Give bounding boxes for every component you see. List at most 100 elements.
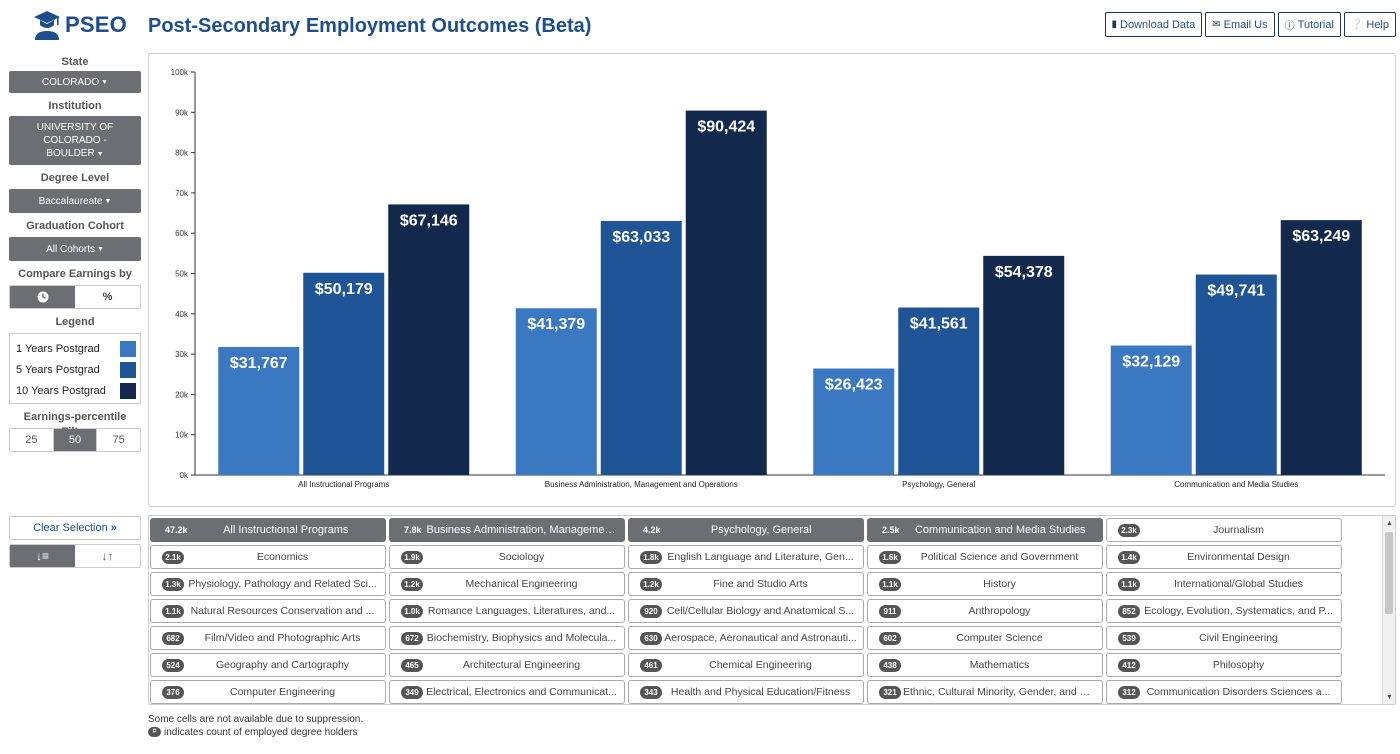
program-name: Psychology, General bbox=[710, 524, 812, 536]
program-cell[interactable]: 920 Cell/Cellular Biology and Anatomical … bbox=[628, 599, 864, 623]
count-badge-sample: # bbox=[148, 727, 161, 738]
program-name: All Instructional Programs bbox=[223, 524, 349, 536]
program-cell[interactable]: 4.2k Psychology, General bbox=[628, 518, 864, 542]
program-cell[interactable]: 1.4k Environmental Design bbox=[1106, 545, 1342, 569]
program-cell[interactable]: 7.8k Business Administration, Managemen..… bbox=[389, 518, 625, 542]
program-list-scrollbar[interactable]: ▲ ▼ bbox=[1382, 516, 1395, 704]
program-name: History bbox=[983, 578, 1016, 590]
legend-swatch bbox=[120, 382, 136, 399]
percentile-75-button[interactable]: 75 bbox=[96, 429, 140, 451]
count-badge: 1.4k bbox=[1118, 550, 1140, 564]
scroll-down-icon[interactable]: ▼ bbox=[1386, 693, 1393, 701]
program-cell[interactable]: 321 Ethnic, Cultural Minority, Gender, an… bbox=[867, 680, 1103, 704]
degree-level-select[interactable]: Baccalaureate ▼ bbox=[9, 189, 141, 213]
program-cell[interactable]: 852 Ecology, Evolution, Systematics, and … bbox=[1106, 599, 1342, 623]
program-cell[interactable]: 349 Electrical, Electronics and Communica… bbox=[389, 680, 625, 704]
sort-descending-icon: ↓≡ bbox=[35, 549, 49, 563]
state-select[interactable]: COLORADO ▼ bbox=[9, 71, 141, 93]
count-badge: 4.2k bbox=[643, 525, 661, 535]
program-cell[interactable]: 438 Mathematics bbox=[867, 653, 1103, 677]
program-cell[interactable]: 1.2k Mechanical Engineering bbox=[389, 572, 625, 596]
count-badge: 852 bbox=[1118, 604, 1140, 618]
y-tick-label: 20k bbox=[175, 390, 189, 399]
footnotes: Some cells are not available due to supp… bbox=[148, 713, 363, 739]
scroll-up-icon[interactable]: ▲ bbox=[1386, 519, 1393, 527]
legend-item-label: 1 Years Postgrad bbox=[16, 342, 100, 355]
program-cell[interactable]: 47.2k All Instructional Programs bbox=[150, 518, 386, 542]
program-cell[interactable]: 412 Philosophy bbox=[1106, 653, 1342, 677]
bar-value-label: $50,179 bbox=[315, 281, 373, 298]
program-name: Anthropology bbox=[968, 605, 1031, 617]
graduation-cohort-select[interactable]: All Cohorts ▼ bbox=[9, 237, 141, 261]
bar bbox=[1110, 345, 1192, 475]
program-cell[interactable]: 1.8k English Language and Literature, Gen… bbox=[628, 545, 864, 569]
download-data-button[interactable]: ▮ Download Data bbox=[1104, 12, 1203, 37]
program-cell[interactable]: 461 Chemical Engineering bbox=[628, 653, 864, 677]
bar bbox=[813, 368, 895, 475]
clear-selection-label: Clear Selection bbox=[33, 522, 108, 534]
program-name: Computer Engineering bbox=[229, 686, 336, 698]
institution-select[interactable]: UNIVERSITY OF COLORADO - BOULDER ▼ bbox=[9, 116, 141, 165]
degree-level-label: Degree Level bbox=[40, 172, 110, 184]
clear-selection-button[interactable]: Clear Selection » bbox=[9, 516, 141, 540]
program-cell[interactable]: 524 Geography and Cartography bbox=[150, 653, 386, 677]
count-badge: 1.6k bbox=[879, 550, 901, 564]
program-cell[interactable]: 1.1k Natural Resources Conservation and .… bbox=[150, 599, 386, 623]
compare-by-percent-button[interactable]: % bbox=[75, 286, 140, 308]
bar-value-label: $90,424 bbox=[697, 119, 755, 136]
percentile-25-button[interactable]: 25 bbox=[25, 434, 38, 446]
category-label: Psychology, General bbox=[902, 480, 975, 489]
program-name: Civil Engineering bbox=[1199, 632, 1278, 644]
scroll-thumb[interactable] bbox=[1385, 532, 1393, 614]
program-cell[interactable]: 1.6k Political Science and Government bbox=[867, 545, 1103, 569]
legend-item: 5 Years Postgrad bbox=[16, 359, 136, 380]
email-us-button[interactable]: ✉ Email Us bbox=[1205, 12, 1275, 37]
tutorial-button[interactable]: ⓘ Tutorial bbox=[1277, 12, 1341, 37]
caret-down-icon: ▼ bbox=[104, 197, 112, 205]
bar-value-label: $31,767 bbox=[230, 355, 288, 372]
pseo-logo[interactable]: PSEO bbox=[33, 10, 127, 40]
program-cell[interactable]: 682 Film/Video and Photographic Arts bbox=[150, 626, 386, 650]
program-cell[interactable]: 1.2k Fine and Studio Arts bbox=[628, 572, 864, 596]
percentile-50-button[interactable]: 50 bbox=[52, 429, 97, 451]
count-badge: 47.2k bbox=[165, 525, 188, 535]
program-cell[interactable]: 539 Civil Engineering bbox=[1106, 626, 1342, 650]
program-cell[interactable]: 672 Biochemistry, Biophysics and Molecula… bbox=[389, 626, 625, 650]
program-cell[interactable]: 2.5k Communication and Media Studies bbox=[867, 518, 1103, 542]
info-icon: ⓘ bbox=[1284, 21, 1295, 32]
count-badge: 539 bbox=[1118, 631, 1140, 645]
program-cell[interactable]: 376 Computer Engineering bbox=[150, 680, 386, 704]
y-tick-label: 90k bbox=[175, 108, 189, 117]
program-cell[interactable]: 1.1k History bbox=[867, 572, 1103, 596]
compare-by-time-button[interactable] bbox=[10, 286, 75, 308]
program-cell[interactable]: 1.1k International/Global Studies bbox=[1106, 572, 1342, 596]
program-list: 47.2k All Instructional Programs 7.8k Busin… bbox=[148, 515, 1396, 705]
program-name: English Language and Literature, Gen... bbox=[667, 551, 854, 563]
program-name: Natural Resources Conservation and ... bbox=[190, 605, 375, 617]
program-name: Communication and Media Studies bbox=[914, 524, 1086, 536]
y-tick-label: 10k bbox=[175, 431, 189, 440]
bar-value-label: $63,249 bbox=[1292, 228, 1350, 245]
program-cell[interactable]: 1.9k Sociology bbox=[389, 545, 625, 569]
program-name: Aerospace, Aeronautical and Astronauti..… bbox=[664, 632, 857, 644]
program-cell[interactable]: 2.1k Economics bbox=[150, 545, 386, 569]
y-tick-label: 80k bbox=[175, 149, 189, 158]
program-cell[interactable]: 1.3k Physiology, Pathology and Related Sc… bbox=[150, 572, 386, 596]
program-name: Geography and Cartography bbox=[215, 659, 350, 671]
program-cell[interactable]: 911 Anthropology bbox=[867, 599, 1103, 623]
program-cell[interactable]: 602 Computer Science bbox=[867, 626, 1103, 650]
y-tick-label: 60k bbox=[175, 229, 189, 238]
program-name: Sociology bbox=[498, 551, 545, 563]
program-cell[interactable]: 465 Architectural Engineering bbox=[389, 653, 625, 677]
program-cell[interactable]: 312 Communication Disorders Sciences a... bbox=[1106, 680, 1342, 704]
double-chevron-right-icon: » bbox=[110, 522, 117, 534]
program-cell[interactable]: 1.0k Romance Languages, Literatures, and.… bbox=[389, 599, 625, 623]
program-cell[interactable]: 2.3k Journalism bbox=[1106, 518, 1342, 542]
program-cell[interactable]: 630 Aerospace, Aeronautical and Astronaut… bbox=[628, 626, 864, 650]
program-name: Fine and Studio Arts bbox=[713, 578, 808, 590]
sort-by-count-button[interactable]: ↓≡ bbox=[10, 545, 75, 567]
program-cell[interactable]: 343 Health and Physical Education/Fitness bbox=[628, 680, 864, 704]
sort-alphabetical-button[interactable]: ↓↑ bbox=[75, 545, 140, 567]
help-button[interactable]: ❔ Help bbox=[1343, 12, 1396, 37]
bar-value-label: $26,423 bbox=[825, 377, 883, 394]
